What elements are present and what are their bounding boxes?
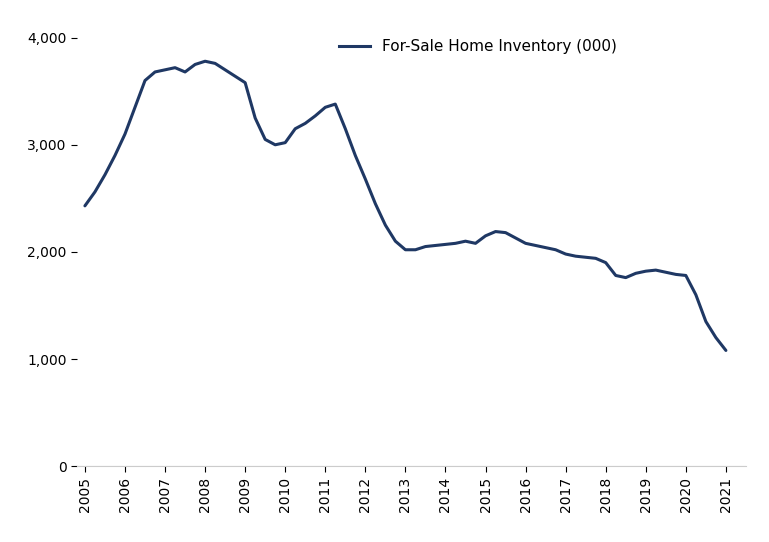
Legend: For-Sale Home Inventory (000): For-Sale Home Inventory (000): [334, 33, 623, 60]
